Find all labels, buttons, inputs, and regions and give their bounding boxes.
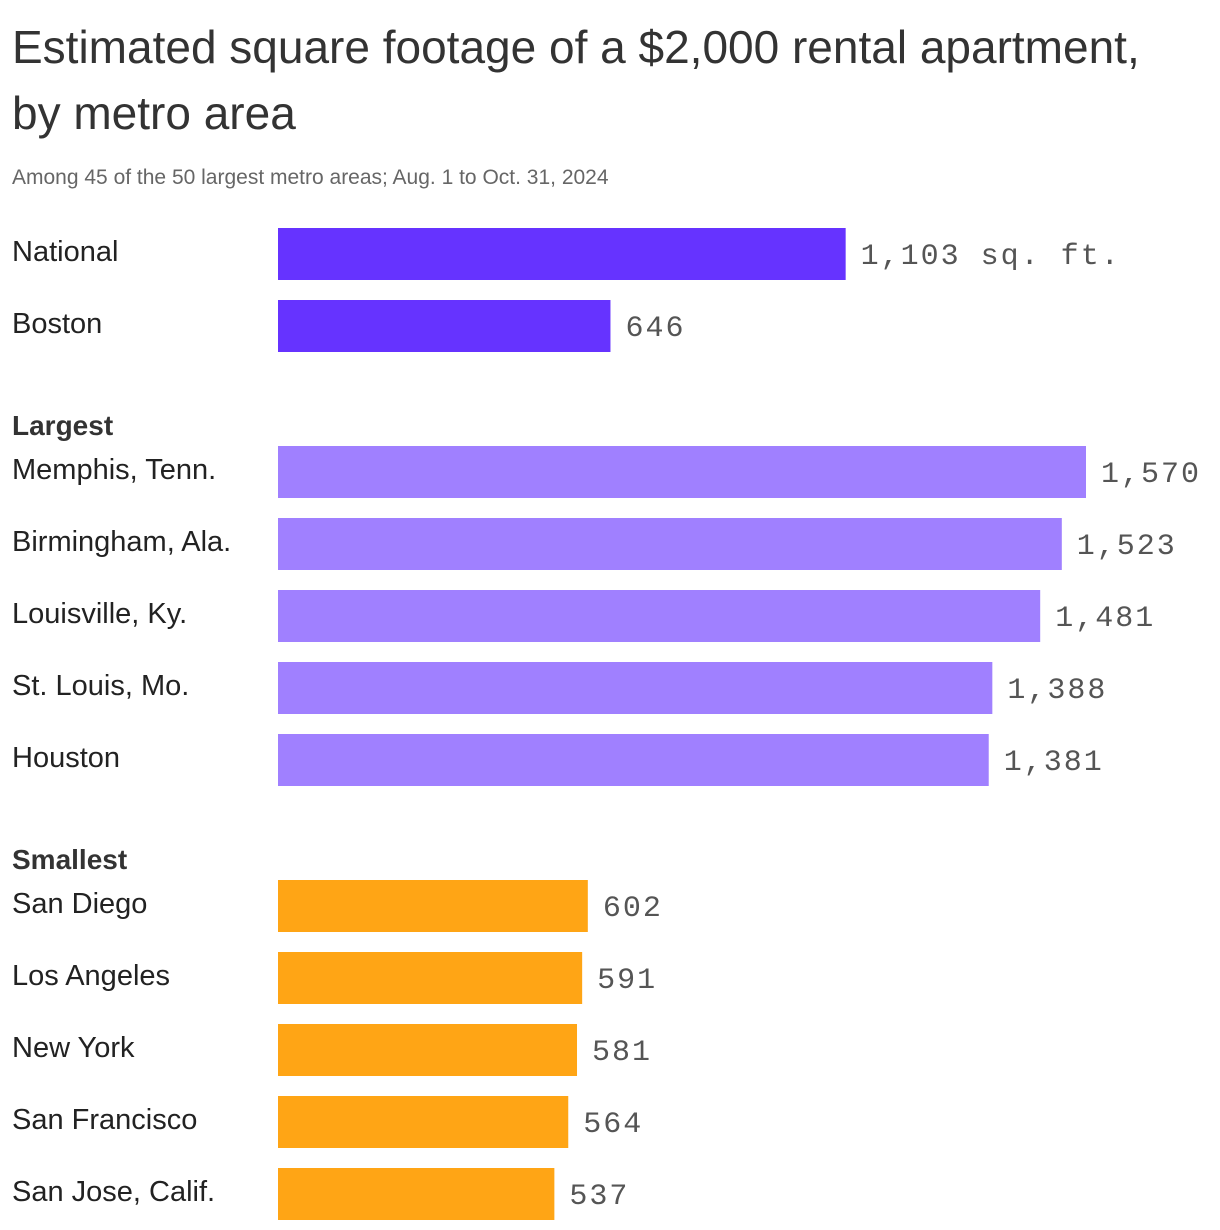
category-label-memphis-tenn: Memphis, Tenn. [12,454,216,486]
category-label-san-francisco: San Francisco [12,1104,197,1136]
group-header-largest: Largest [12,410,113,441]
bar-san-francisco [278,1096,569,1148]
value-label-los-angeles: 591 [597,964,657,998]
bar-national [278,228,846,280]
category-label-st-louis-mo: St. Louis, Mo. [12,670,189,702]
chart-subtitle: Among 45 of the 50 largest metro areas; … [12,166,609,189]
value-label-memphis-tenn: 1,570 [1101,458,1201,492]
category-label-los-angeles: Los Angeles [12,960,170,992]
category-label-new-york: New York [12,1032,135,1064]
value-label-national: 1,103 sq. ft. [861,240,1121,274]
value-label-boston: 646 [625,312,685,346]
category-label-national: National [12,236,118,268]
bar-birmingham-ala [278,518,1062,570]
bar-louisville-ky [278,590,1041,642]
value-label-san-jose-calif: 537 [569,1180,629,1214]
value-label-san-diego: 602 [603,892,663,926]
bar-boston [278,300,611,352]
category-label-birmingham-ala: Birmingham, Ala. [12,526,231,558]
group-header-smallest: Smallest [12,844,127,875]
bar-los-angeles [278,952,583,1004]
bar-new-york [278,1024,578,1076]
value-label-birmingham-ala: 1,523 [1077,530,1177,564]
bar-san-jose-calif [278,1168,555,1220]
category-label-houston: Houston [12,742,120,774]
value-label-louisville-ky: 1,481 [1055,602,1155,636]
category-label-louisville-ky: Louisville, Ky. [12,598,187,630]
value-label-houston: 1,381 [1004,746,1104,780]
chart-title: Estimated square footage of a $2,000 ren… [12,21,1140,139]
category-label-boston: Boston [12,308,102,340]
bar-san-diego [278,880,588,932]
category-label-san-jose-calif: San Jose, Calif. [12,1176,215,1208]
bar-memphis-tenn [278,446,1086,498]
category-label-san-diego: San Diego [12,888,147,920]
bar-houston [278,734,989,786]
value-label-new-york: 581 [592,1036,652,1070]
bar-st-louis-mo [278,662,993,714]
value-label-st-louis-mo: 1,388 [1007,674,1107,708]
value-label-san-francisco: 564 [583,1108,643,1142]
